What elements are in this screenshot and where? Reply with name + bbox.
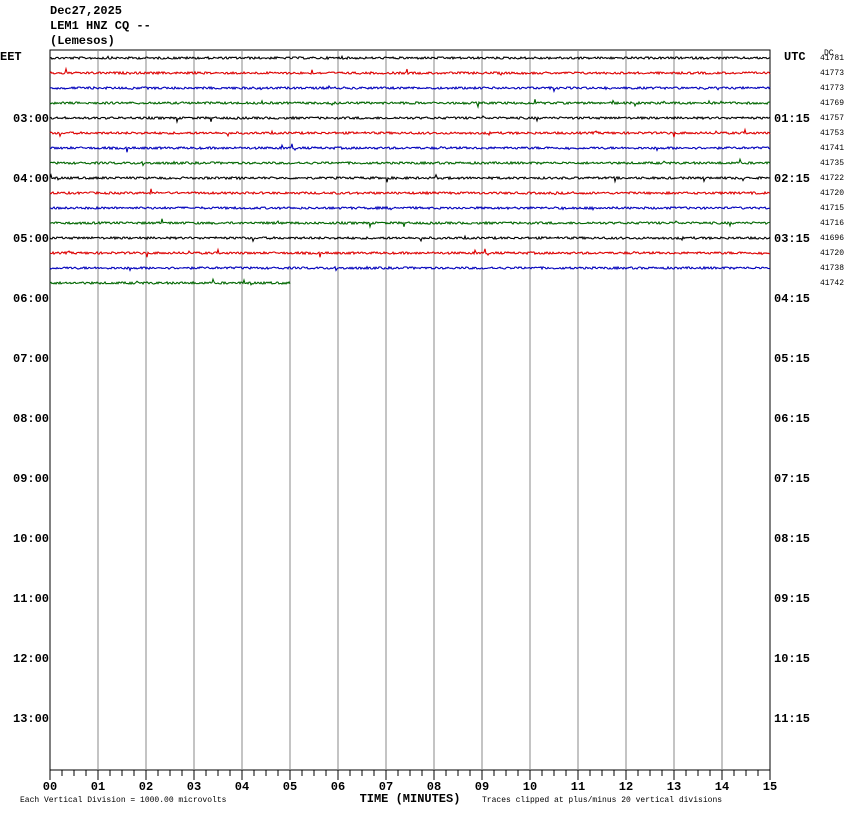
x-tick-label: 03	[187, 780, 201, 794]
station: LEM1 HNZ CQ --	[50, 19, 151, 33]
trace	[49, 115, 771, 125]
right-hour-label: 09:15	[774, 592, 810, 606]
trace	[49, 188, 771, 196]
dc-value: 41696	[820, 234, 844, 243]
dc-value: 41757	[820, 114, 844, 123]
x-tick-label: 11	[571, 780, 585, 794]
right-axis-title: UTC	[784, 50, 806, 64]
right-hour-label: 01:15	[774, 112, 810, 126]
x-tick-label: 04	[235, 780, 249, 794]
dc-value: 41742	[820, 279, 844, 288]
x-tick-label: 00	[43, 780, 57, 794]
dc-value: 41741	[820, 144, 844, 153]
left-axis-title: EET	[0, 50, 22, 64]
trace	[49, 277, 291, 286]
x-tick-label: 09	[475, 780, 489, 794]
x-tick-label: 06	[331, 780, 345, 794]
left-hour-label: 13:00	[13, 712, 49, 726]
dc-value: 41720	[820, 249, 844, 258]
trace	[49, 247, 770, 258]
right-hour-label: 06:15	[774, 412, 810, 426]
x-axis-title: TIME (MINUTES)	[360, 792, 461, 806]
right-hour-label: 08:15	[774, 532, 810, 546]
x-tick-label: 02	[139, 780, 153, 794]
trace	[49, 173, 771, 184]
right-hour-label: 03:15	[774, 232, 810, 246]
left-hour-label: 09:00	[13, 472, 49, 486]
x-tick-label: 10	[523, 780, 537, 794]
right-hour-label: 07:15	[774, 472, 810, 486]
dc-value: 41720	[820, 189, 844, 198]
footer-left: Each Vertical Division = 1000.00 microvo…	[20, 796, 227, 805]
left-hour-label: 04:00	[13, 172, 49, 186]
location: (Lemesos)	[50, 34, 115, 48]
dc-value: 41716	[820, 219, 844, 228]
dc-value: 41773	[820, 84, 844, 93]
trace	[49, 157, 771, 167]
dc-value: 41715	[820, 204, 844, 213]
right-hour-label: 02:15	[774, 172, 810, 186]
x-tick-label: 15	[763, 780, 777, 794]
x-tick-label: 01	[91, 780, 105, 794]
date: Dec27,2025	[50, 4, 122, 18]
left-hour-label: 08:00	[13, 412, 49, 426]
trace	[49, 205, 771, 212]
left-hour-label: 03:00	[13, 112, 49, 126]
x-tick-label: 13	[667, 780, 681, 794]
left-hour-label: 07:00	[13, 352, 49, 366]
dc-value: 41738	[820, 264, 844, 273]
dc-value: 41781	[820, 54, 844, 63]
x-tick-label: 08	[427, 780, 441, 794]
dc-value: 41769	[820, 99, 844, 108]
trace	[49, 84, 771, 94]
dc-title: DC	[824, 49, 834, 58]
x-tick-label: 05	[283, 780, 297, 794]
right-hour-label: 04:15	[774, 292, 810, 306]
dc-value: 41735	[820, 159, 844, 168]
trace	[49, 218, 771, 230]
dc-value: 41722	[820, 174, 844, 183]
left-hour-label: 06:00	[13, 292, 49, 306]
plot-frame	[49, 49, 771, 771]
dc-value: 41753	[820, 129, 844, 138]
left-hour-label: 10:00	[13, 532, 49, 546]
right-hour-label: 11:15	[774, 712, 810, 726]
trace	[49, 234, 771, 243]
trace	[49, 66, 771, 76]
trace	[49, 143, 771, 153]
trace	[49, 127, 771, 138]
trace	[49, 54, 771, 61]
x-tick-label: 14	[715, 780, 729, 794]
right-hour-label: 10:15	[774, 652, 810, 666]
dc-value: 41773	[820, 69, 844, 78]
right-hour-label: 05:15	[774, 352, 810, 366]
trace	[49, 265, 771, 272]
left-hour-label: 05:00	[13, 232, 49, 246]
footer-right: Traces clipped at plus/minus 20 vertical…	[482, 796, 722, 805]
trace	[49, 99, 770, 110]
x-tick-label: 12	[619, 780, 633, 794]
x-tick-label: 07	[379, 780, 393, 794]
left-hour-label: 11:00	[13, 592, 49, 606]
left-hour-label: 12:00	[13, 652, 49, 666]
